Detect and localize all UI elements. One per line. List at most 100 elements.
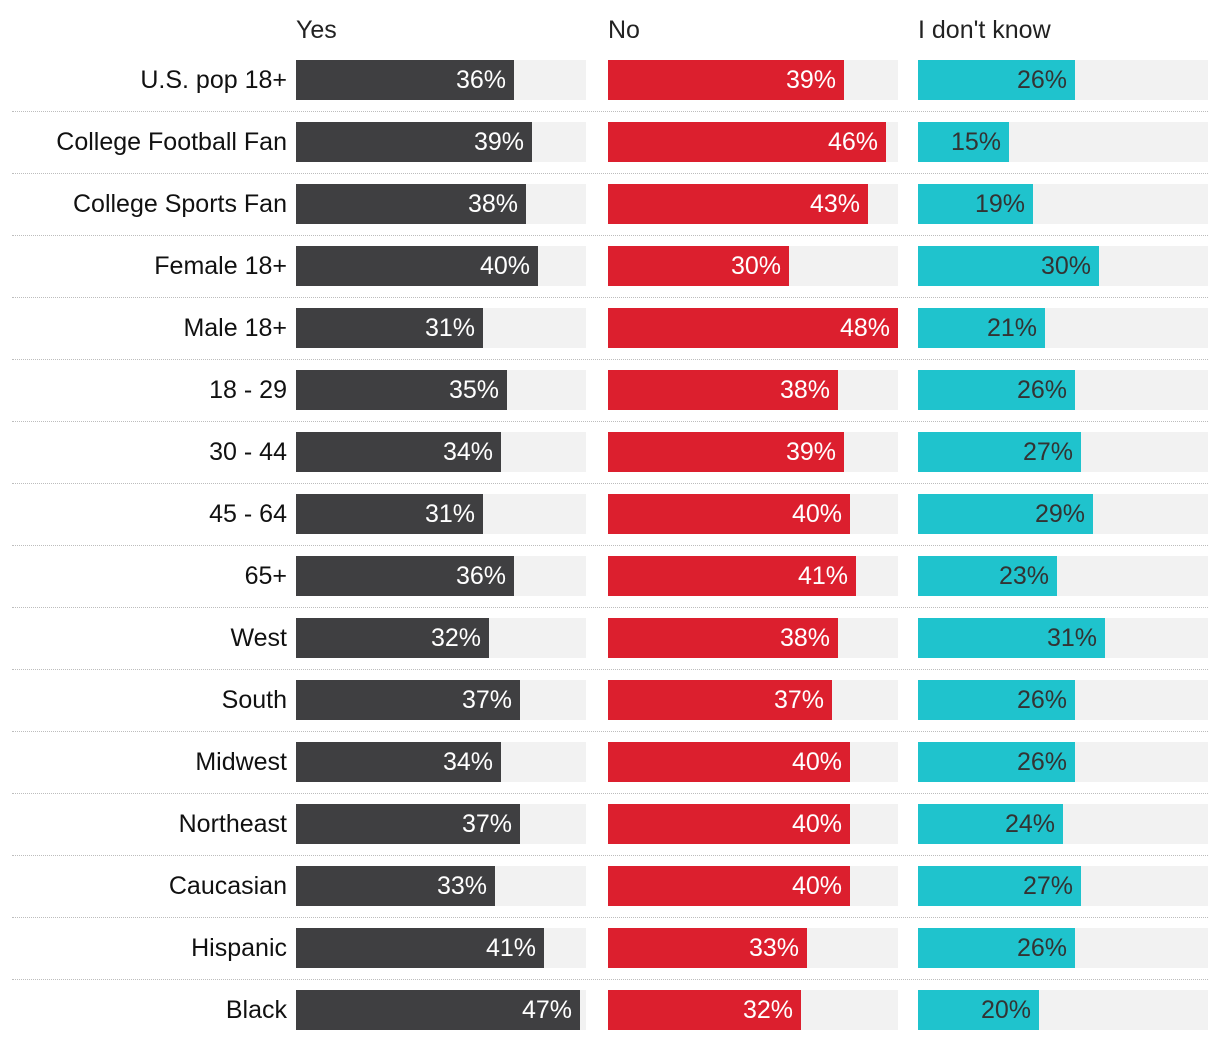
data-label: 40% — [479, 252, 530, 280]
data-label: 38% — [779, 624, 830, 652]
row-separator — [12, 111, 1208, 112]
bar-track: 33% — [608, 928, 898, 968]
data-label: 36% — [455, 562, 506, 590]
row-label: U.S. pop 18+ — [140, 66, 287, 94]
bar-no — [608, 494, 850, 534]
bar-track: 26% — [918, 928, 1208, 968]
bar-yes — [296, 866, 495, 906]
row-separator — [12, 421, 1208, 422]
bar-track: 15% — [918, 122, 1208, 162]
bar-track: 39% — [296, 122, 586, 162]
bar-i-don-t-know — [918, 556, 1057, 596]
bar-track: 38% — [608, 370, 898, 410]
data-label: 38% — [779, 376, 830, 404]
bar-track: 38% — [608, 618, 898, 658]
bar-no — [608, 370, 838, 410]
row-label: 30 - 44 — [209, 438, 287, 466]
data-label: 43% — [809, 190, 860, 218]
bar-track: 30% — [918, 246, 1208, 286]
row-separator — [12, 173, 1208, 174]
bar-track: 34% — [296, 742, 586, 782]
bar-track: 36% — [296, 60, 586, 100]
row-label: West — [230, 624, 288, 652]
bar-yes — [296, 928, 544, 968]
bar-track: 40% — [608, 742, 898, 782]
bar-track: 31% — [296, 308, 586, 348]
data-label: 36% — [455, 66, 506, 94]
bar-no — [608, 308, 898, 348]
row-separator — [12, 297, 1208, 298]
row-separator — [12, 359, 1208, 360]
bar-i-don-t-know — [918, 432, 1081, 472]
row-separator — [12, 607, 1208, 608]
row-label: Midwest — [195, 748, 287, 776]
bar-i-don-t-know — [918, 370, 1075, 410]
data-label: 31% — [1046, 624, 1097, 652]
bar-i-don-t-know — [918, 122, 1009, 162]
row-separator — [12, 483, 1208, 484]
data-label: 47% — [521, 996, 572, 1024]
row-separator — [12, 793, 1208, 794]
data-label: 37% — [461, 810, 512, 838]
bar-track: 30% — [608, 246, 898, 286]
data-label: 26% — [1016, 748, 1067, 776]
bar-track: 23% — [918, 556, 1208, 596]
data-label: 37% — [773, 686, 824, 714]
bar-track: 27% — [918, 866, 1208, 906]
bar-track: 38% — [296, 184, 586, 224]
bar-i-don-t-know — [918, 742, 1075, 782]
bar-yes — [296, 990, 580, 1030]
column-header-no: No — [608, 16, 640, 44]
data-label: 24% — [1004, 810, 1055, 838]
data-label: 33% — [748, 934, 799, 962]
data-label: 38% — [467, 190, 518, 218]
data-label: 48% — [839, 314, 890, 342]
bar-track: 20% — [918, 990, 1208, 1030]
row-label: 18 - 29 — [209, 376, 287, 404]
data-label: 32% — [430, 624, 481, 652]
bar-track: 46% — [608, 122, 898, 162]
bar-no — [608, 618, 838, 658]
bar-no — [608, 556, 856, 596]
data-label: 15% — [950, 128, 1001, 156]
row-label: Caucasian — [168, 872, 287, 900]
bar-no — [608, 990, 801, 1030]
data-label: 20% — [980, 996, 1031, 1024]
data-label: 27% — [1022, 872, 1073, 900]
data-label: 35% — [448, 376, 499, 404]
row-separator — [12, 731, 1208, 732]
column-header-i-don-t-know: I don't know — [918, 16, 1051, 44]
bar-yes — [296, 122, 532, 162]
bar-yes — [296, 618, 489, 658]
data-label: 30% — [730, 252, 781, 280]
bar-track: 40% — [608, 866, 898, 906]
bar-track: 29% — [918, 494, 1208, 534]
bar-track: 27% — [918, 432, 1208, 472]
data-label: 40% — [791, 810, 842, 838]
bar-track: 43% — [608, 184, 898, 224]
bar-i-don-t-know — [918, 494, 1093, 534]
bar-yes — [296, 804, 520, 844]
row-label: 65+ — [244, 562, 287, 590]
data-label: 29% — [1034, 500, 1085, 528]
data-label: 21% — [986, 314, 1037, 342]
row-separator — [12, 855, 1208, 856]
bar-yes — [296, 432, 501, 472]
data-label: 26% — [1016, 686, 1067, 714]
bar-track: 32% — [296, 618, 586, 658]
data-label: 33% — [436, 872, 487, 900]
bar-track: 24% — [918, 804, 1208, 844]
row-separator — [12, 669, 1208, 670]
row-label: College Football Fan — [56, 128, 287, 156]
bar-yes — [296, 308, 483, 348]
bar-yes — [296, 246, 538, 286]
data-label: 26% — [1016, 934, 1067, 962]
data-label: 34% — [442, 438, 493, 466]
bar-track: 40% — [296, 246, 586, 286]
data-label: 40% — [791, 500, 842, 528]
bar-track: 39% — [608, 432, 898, 472]
bar-yes — [296, 60, 514, 100]
row-label: South — [221, 686, 287, 714]
bar-track: 40% — [608, 494, 898, 534]
bar-track: 34% — [296, 432, 586, 472]
